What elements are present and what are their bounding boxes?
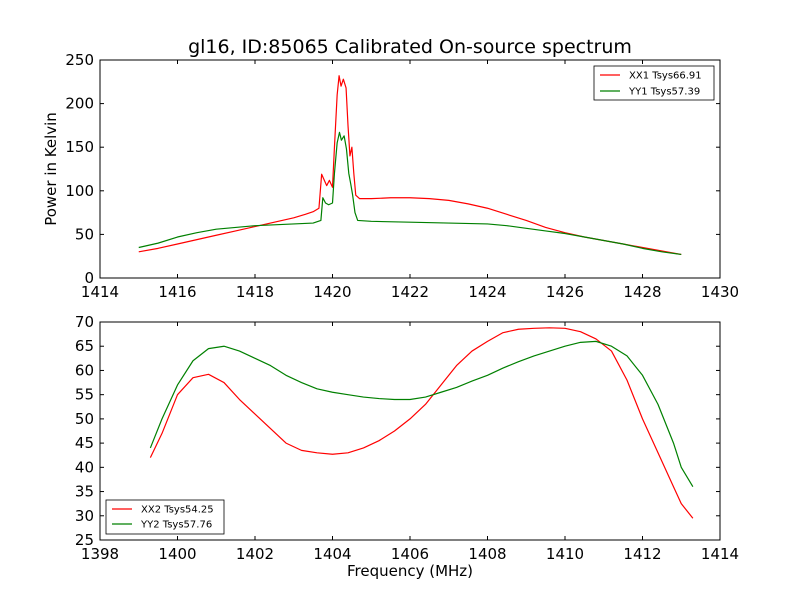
bottom-x-tick-label: 1406 (391, 545, 429, 563)
top-x-tick-label: 1414 (81, 283, 119, 301)
bottom-y-tick-label: 70 (75, 313, 94, 331)
top-y-tick-label: 0 (84, 269, 94, 287)
top-x-tick-label: 1428 (623, 283, 661, 301)
top-y-tick-label: 250 (65, 51, 94, 69)
bottom-y-tick-label: 55 (75, 386, 94, 404)
bottom-legend-label-yy2: YY2 Tsys57.76 (140, 520, 212, 531)
bottom-series-lines (149, 327, 694, 519)
bottom-x-tick-label: 1414 (701, 545, 739, 563)
top-x-tick-label: 1418 (236, 283, 274, 301)
top-legend-frame (593, 65, 715, 101)
top-y-tick-label: 200 (65, 95, 94, 113)
bottom-legend-frame (105, 499, 225, 535)
top-y-tick-label: 50 (75, 225, 94, 243)
bottom-spectrum-chart: 1398 1400 1402 1404 1406 1408 1410 1412 1414 25 30… (75, 313, 739, 580)
bottom-legend-label-xx2: XX2 Tsys54.25 (141, 505, 214, 516)
bottom-x-tick-label: 1410 (546, 545, 584, 563)
top-x-tick-label: 1416 (158, 283, 196, 301)
chart-title: gl16, ID:85065 Calibrated On-source spec… (188, 36, 632, 58)
bottom-legend: XX2 Tsys54.25 YY2 Tsys57.76 (105, 499, 225, 535)
top-x-tick-label: 1420 (313, 283, 351, 301)
top-legend-label-yy1: YY1 Tsys57.39 (628, 87, 700, 98)
top-x-tick-label: 1424 (468, 283, 506, 301)
top-spectrum-chart: 1414 1416 1418 1420 1422 1424 1426 1428 1430 0 50 1… (42, 51, 739, 301)
top-legend-label-xx1: XX1 Tsys66.91 (629, 71, 702, 82)
bottom-series-line-xx2 (149, 327, 694, 519)
bottom-y-tick-label: 60 (75, 361, 94, 379)
top-legend: XX1 Tsys66.91 YY1 Tsys57.39 (593, 65, 715, 101)
top-x-tick-label: 1426 (546, 283, 584, 301)
top-series-line-xx1 (138, 75, 682, 256)
bottom-x-tick-label: 1404 (313, 545, 351, 563)
bottom-y-tick-label: 65 (75, 337, 94, 355)
bottom-axis-ticks: 1398 1400 1402 1404 1406 1408 1410 1412 1414 25 30… (75, 313, 739, 563)
bottom-y-tick-label: 25 (75, 531, 94, 549)
bottom-x-tick-label: 1408 (468, 545, 506, 563)
top-y-tick-label: 100 (65, 182, 94, 200)
bottom-x-tick-label: 1412 (623, 545, 661, 563)
bottom-y-tick-label: 35 (75, 483, 94, 501)
bottom-x-axis-label: Frequency (MHz) (347, 562, 473, 580)
bottom-y-tick-label: 45 (75, 434, 94, 452)
top-y-axis-label: Power in Kelvin (42, 112, 60, 226)
top-axis-ticks: 1414 1416 1418 1420 1422 1424 1426 1428 1430 0 50 1… (65, 51, 739, 301)
bottom-y-tick-label: 30 (75, 507, 94, 525)
bottom-x-tick-label: 1402 (236, 545, 274, 563)
top-series-lines (138, 75, 682, 256)
top-y-tick-label: 150 (65, 138, 94, 156)
bottom-x-tick-label: 1398 (81, 545, 119, 563)
top-x-tick-label: 1422 (391, 283, 429, 301)
top-x-tick-label: 1430 (701, 283, 739, 301)
bottom-series-line-yy2 (149, 340, 694, 488)
bottom-y-tick-label: 40 (75, 458, 94, 476)
bottom-x-tick-label: 1400 (158, 545, 196, 563)
top-series-line-yy1 (138, 131, 682, 256)
bottom-y-tick-label: 50 (75, 410, 94, 428)
